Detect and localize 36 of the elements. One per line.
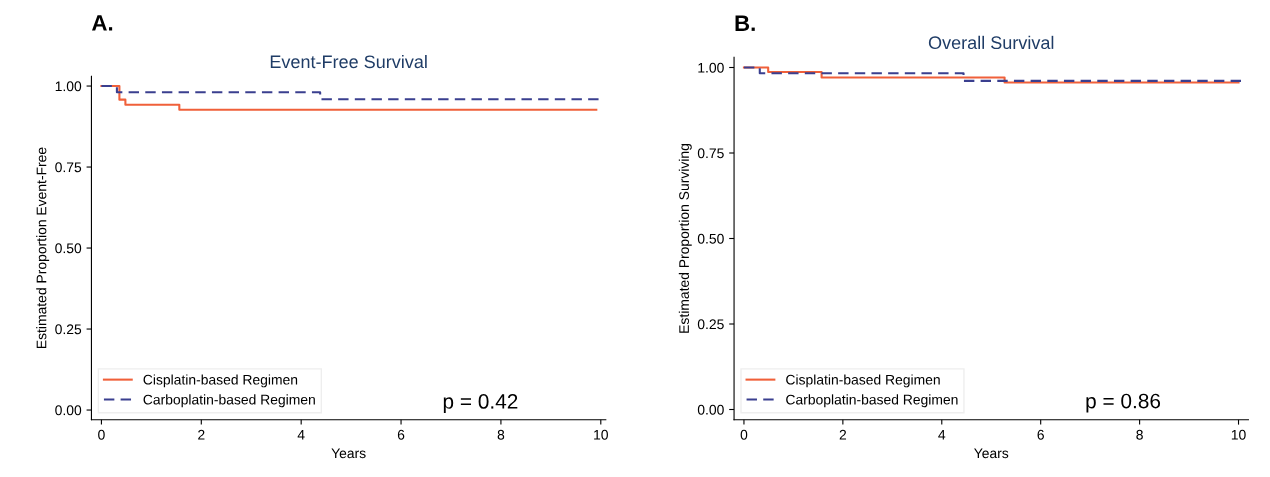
y-tick-label: 0.00 — [697, 404, 724, 415]
x-tick-label: 6 — [397, 429, 405, 440]
annotation: p = 0.86 — [1086, 393, 1161, 413]
x-tick-label: 10 — [594, 429, 608, 440]
legend-label: Cisplatin-based Regimen — [143, 374, 298, 388]
x-tick-label: 8 — [497, 429, 505, 440]
text: B. — [735, 15, 755, 31]
y-tick-label: 1.00 — [698, 62, 724, 73]
annotation: p = 0.42 — [443, 394, 518, 413]
x-axis-title: Years — [331, 448, 366, 459]
chart-title: Event-Free Survival — [270, 54, 427, 69]
x-tick-label: 0 — [98, 429, 105, 440]
y-tick-label: 0.00 — [55, 405, 82, 416]
x-tick-label: 2 — [198, 429, 205, 440]
x-axis-title: Years — [974, 448, 1009, 459]
y-tick-label: 0.75 — [55, 162, 82, 173]
y-tick-label: 0.50 — [697, 233, 724, 244]
y-tick-label: 1.00 — [55, 81, 82, 92]
x-tick-label: 0 — [740, 429, 748, 440]
x-tick-label: 2 — [839, 429, 847, 440]
x-tick-label: 8 — [1136, 429, 1143, 440]
legend-label: Carboplatin-based Regimen — [143, 394, 315, 408]
x-tick-label: 6 — [1037, 429, 1044, 440]
x-tick-label: 10 — [1231, 429, 1246, 440]
text: A. — [91, 15, 113, 31]
chart-title: Overall Survival — [928, 35, 1054, 50]
legend-label: Cisplatin-based Regimen — [786, 374, 940, 388]
y-axis-title: Estimated Proportion Event-Free — [36, 147, 50, 349]
x-tick-label: 4 — [938, 429, 946, 440]
y-tick-label: 0.75 — [697, 148, 724, 159]
x-tick-label: 4 — [297, 429, 305, 440]
y-axis-title: Estimated Proportion Surviving — [678, 144, 692, 333]
y-tick-label: 0.25 — [697, 319, 724, 330]
legend-label: Carboplatin-based Regimen — [786, 394, 958, 408]
y-tick-label: 0.50 — [55, 243, 82, 254]
y-tick-label: 0.25 — [55, 324, 82, 335]
